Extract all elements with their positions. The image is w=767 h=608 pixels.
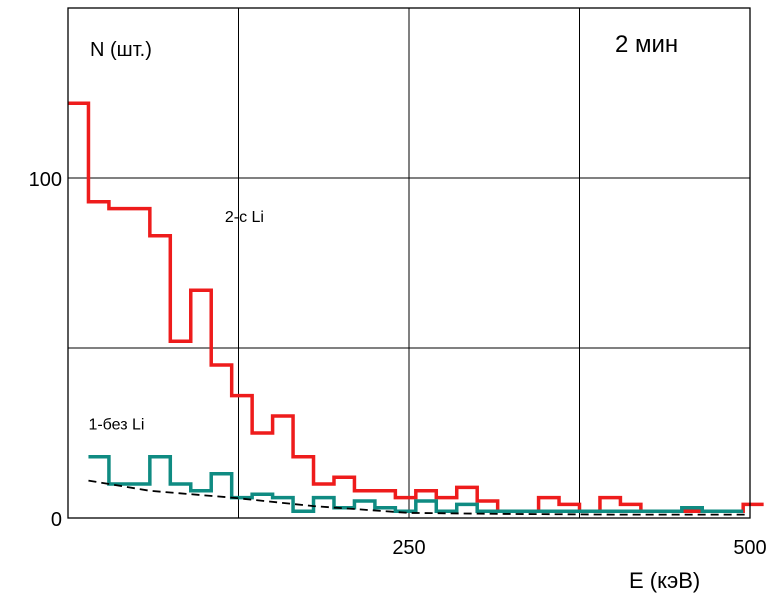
series-layer	[68, 101, 764, 516]
plot-frame	[67, 7, 751, 519]
series-2	[88, 479, 750, 516]
series-1	[88, 455, 744, 513]
x-tick-label: 250	[392, 537, 425, 559]
series-label-2-s-li: 2-с Li	[225, 209, 264, 226]
series-label-1-bez-li: 1-без Li	[88, 417, 144, 434]
series-line	[68, 101, 764, 513]
y-tick-label: 100	[29, 169, 62, 191]
y-tick-label: 0	[51, 509, 62, 531]
x-tick-label: 500	[733, 537, 766, 559]
trend-line-dashed	[88, 479, 750, 516]
y-axis-label: N (шт.)	[90, 39, 152, 61]
series-line	[88, 455, 744, 513]
series-0	[68, 101, 764, 513]
tick-labels: 250 500 0 100	[29, 169, 767, 559]
chart-title: 2 мин	[615, 31, 678, 58]
x-axis-label: E (кэВ)	[629, 568, 700, 593]
grid	[68, 8, 750, 518]
